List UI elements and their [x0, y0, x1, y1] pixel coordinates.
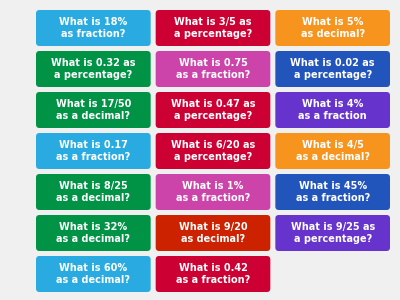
Text: What is 5%
as decimal?: What is 5% as decimal?: [301, 17, 365, 39]
FancyBboxPatch shape: [36, 174, 151, 210]
FancyBboxPatch shape: [36, 10, 151, 46]
Text: What is 0.32 as
a percentage?: What is 0.32 as a percentage?: [51, 58, 136, 80]
FancyBboxPatch shape: [36, 133, 151, 169]
Text: What is 4%
as a fraction: What is 4% as a fraction: [298, 99, 367, 121]
Text: What is 1%
as a fraction?: What is 1% as a fraction?: [176, 181, 250, 203]
Text: What is 6/20 as
a percentage?: What is 6/20 as a percentage?: [171, 140, 255, 162]
FancyBboxPatch shape: [275, 174, 390, 210]
Text: What is 60%
as a decimal?: What is 60% as a decimal?: [56, 263, 130, 285]
FancyBboxPatch shape: [36, 256, 151, 292]
FancyBboxPatch shape: [36, 215, 151, 251]
FancyBboxPatch shape: [156, 174, 270, 210]
FancyBboxPatch shape: [275, 215, 390, 251]
Text: What is 9/20
as decimal?: What is 9/20 as decimal?: [179, 222, 247, 244]
Text: What is 9/25 as
a percentage?: What is 9/25 as a percentage?: [290, 222, 375, 244]
Text: What is 0.17
as a fraction?: What is 0.17 as a fraction?: [56, 140, 130, 162]
Text: What is 0.47 as
a percentage?: What is 0.47 as a percentage?: [171, 99, 255, 121]
FancyBboxPatch shape: [275, 10, 390, 46]
Text: What is 4/5
as a decimal?: What is 4/5 as a decimal?: [296, 140, 370, 162]
FancyBboxPatch shape: [275, 92, 390, 128]
Text: What is 45%
as a fraction?: What is 45% as a fraction?: [296, 181, 370, 203]
Text: What is 0.75
as a fraction?: What is 0.75 as a fraction?: [176, 58, 250, 80]
FancyBboxPatch shape: [156, 92, 270, 128]
FancyBboxPatch shape: [156, 133, 270, 169]
FancyBboxPatch shape: [36, 92, 151, 128]
FancyBboxPatch shape: [156, 215, 270, 251]
Text: What is 0.42
as a fraction?: What is 0.42 as a fraction?: [176, 263, 250, 285]
FancyBboxPatch shape: [36, 51, 151, 87]
Text: What is 17/50
as a decimal?: What is 17/50 as a decimal?: [56, 99, 131, 121]
FancyBboxPatch shape: [156, 256, 270, 292]
FancyBboxPatch shape: [275, 51, 390, 87]
FancyBboxPatch shape: [275, 133, 390, 169]
Text: What is 8/25
as a decimal?: What is 8/25 as a decimal?: [56, 181, 130, 203]
Text: What is 3/5 as
a percentage?: What is 3/5 as a percentage?: [174, 17, 252, 39]
Text: What is 18%
as fraction?: What is 18% as fraction?: [59, 17, 128, 39]
Text: What is 0.02 as
a percentage?: What is 0.02 as a percentage?: [290, 58, 375, 80]
Text: What is 32%
as a decimal?: What is 32% as a decimal?: [56, 222, 130, 244]
FancyBboxPatch shape: [156, 51, 270, 87]
FancyBboxPatch shape: [156, 10, 270, 46]
